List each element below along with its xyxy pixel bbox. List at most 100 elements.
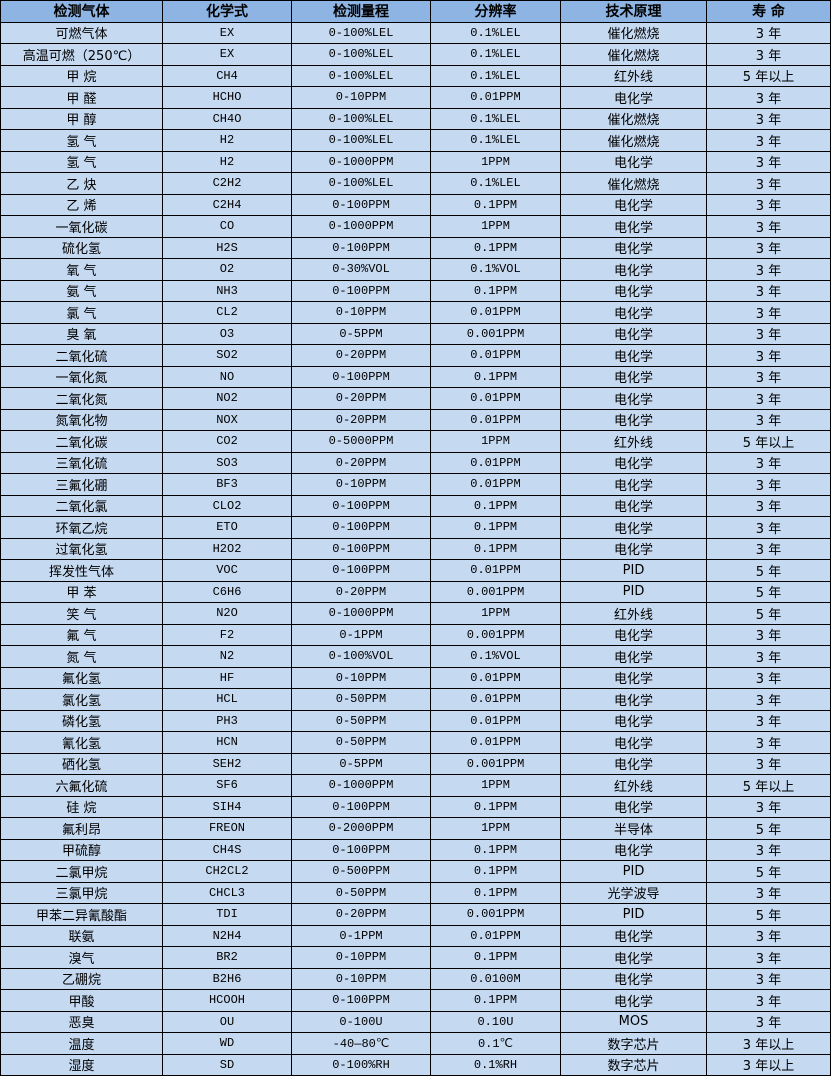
table-row: 温度 WD -40—80℃ 0.1℃ 数字芯片 3 年以上 (0, 1032, 831, 1055)
cell-gas-name: 温度 (0, 1032, 163, 1055)
cell-principle: 电化学 (560, 688, 707, 711)
cell-gas-name: 氢 气 (0, 150, 163, 173)
cell-range: 0-100PPM (291, 795, 431, 818)
cell-range: 0-1000PPM (291, 774, 431, 797)
cell-lifetime: 3 年 (706, 451, 831, 474)
table-row: 二氧化氯 CLO2 0-100PPM 0.1PPM 电化学 3 年 (0, 494, 831, 517)
cell-range: 0-1000PPM (291, 602, 431, 625)
cell-range: 0-50PPM (291, 709, 431, 732)
cell-principle: 电化学 (560, 645, 707, 668)
table-row: 氯化氢 HCL 0-50PPM 0.01PPM 电化学 3 年 (0, 688, 831, 711)
cell-formula: CO2 (162, 430, 292, 453)
cell-lifetime: 3 年 (706, 322, 831, 345)
cell-gas-name: 硒化氢 (0, 752, 163, 775)
cell-lifetime: 3 年 (706, 43, 831, 66)
table-row: 甲 烷 CH4 0-100%LEL 0.1%LEL 红外线 5 年以上 (0, 64, 831, 87)
cell-formula: PH3 (162, 709, 292, 732)
cell-range: 0-100PPM (291, 559, 431, 582)
cell-resolution: 0.01PPM (430, 473, 561, 496)
cell-range: 0-5000PPM (291, 430, 431, 453)
cell-gas-name: 二氧化硫 (0, 344, 163, 367)
cell-formula: CLO2 (162, 494, 292, 517)
cell-lifetime: 5 年 (706, 860, 831, 883)
cell-lifetime: 3 年 (706, 881, 831, 904)
cell-range: 0-20PPM (291, 451, 431, 474)
cell-gas-name: 恶臭 (0, 1010, 163, 1033)
cell-gas-name: 高温可燃（250℃） (0, 43, 163, 66)
cell-principle: MOS (560, 1010, 707, 1033)
table-row: 氟利昂 FREON 0-2000PPM 1PPM 半导体 5 年 (0, 817, 831, 840)
cell-gas-name: 乙硼烷 (0, 967, 163, 990)
cell-gas-name: 溴气 (0, 946, 163, 969)
cell-gas-name: 甲苯二异氰酸酯 (0, 903, 163, 926)
table-row: 二氯甲烷 CH2CL2 0-500PPM 0.1PPM PID 5 年 (0, 860, 831, 883)
table-row: 甲 醇 CH4O 0-100%LEL 0.1%LEL 催化燃烧 3 年 (0, 107, 831, 130)
cell-lifetime: 5 年 (706, 580, 831, 603)
cell-principle: 催化燃烧 (560, 21, 707, 44)
cell-principle: 电化学 (560, 709, 707, 732)
table-row: 氧 气 O2 0-30%VOL 0.1%VOL 电化学 3 年 (0, 258, 831, 281)
cell-gas-name: 一氧化氮 (0, 365, 163, 388)
cell-gas-name: 联氨 (0, 924, 163, 947)
cell-principle: 电化学 (560, 408, 707, 431)
cell-range: 0-100%LEL (291, 43, 431, 66)
cell-range: 0-10PPM (291, 946, 431, 969)
cell-gas-name: 乙 烯 (0, 193, 163, 216)
table-row: 湿度 SD 0-100%RH 0.1%RH 数字芯片 3 年以上 (0, 1053, 831, 1076)
table-row: 乙硼烷 B2H6 0-10PPM 0.0100M 电化学 3 年 (0, 967, 831, 990)
cell-formula: VOC (162, 559, 292, 582)
cell-principle: 电化学 (560, 989, 707, 1012)
cell-resolution: 0.1℃ (430, 1032, 561, 1055)
table-row: 乙 炔 C2H2 0-100%LEL 0.1%LEL 催化燃烧 3 年 (0, 172, 831, 195)
cell-principle: 电化学 (560, 623, 707, 646)
cell-principle: 电化学 (560, 193, 707, 216)
column-header-gas-name: 检测气体 (0, 0, 163, 23)
cell-lifetime: 3 年 (706, 344, 831, 367)
table-row: 甲 醛 HCHO 0-10PPM 0.01PPM 电化学 3 年 (0, 86, 831, 109)
cell-formula: HCL (162, 688, 292, 711)
cell-range: 0-1000PPM (291, 150, 431, 173)
cell-gas-name: 甲 苯 (0, 580, 163, 603)
cell-formula: N2H4 (162, 924, 292, 947)
cell-formula: FREON (162, 817, 292, 840)
cell-range: 0-10PPM (291, 86, 431, 109)
cell-formula: EX (162, 43, 292, 66)
cell-lifetime: 5 年以上 (706, 430, 831, 453)
cell-lifetime: 3 年 (706, 924, 831, 947)
cell-principle: 红外线 (560, 602, 707, 625)
cell-resolution: 1PPM (430, 150, 561, 173)
cell-formula: CL2 (162, 301, 292, 324)
cell-gas-name: 挥发性气体 (0, 559, 163, 582)
cell-range: 0-100%LEL (291, 107, 431, 130)
cell-range: 0-100PPM (291, 516, 431, 539)
cell-formula: HCHO (162, 86, 292, 109)
table-row: 六氟化硫 SF6 0-1000PPM 1PPM 红外线 5 年以上 (0, 774, 831, 797)
cell-gas-name: 氟利昂 (0, 817, 163, 840)
table-row: 一氧化氮 NO 0-100PPM 0.1PPM 电化学 3 年 (0, 365, 831, 388)
cell-principle: 数字芯片 (560, 1032, 707, 1055)
cell-range: 0-20PPM (291, 580, 431, 603)
cell-range: 0-100%RH (291, 1053, 431, 1076)
cell-lifetime: 3 年 (706, 731, 831, 754)
cell-resolution: 0.0100M (430, 967, 561, 990)
cell-principle: 催化燃烧 (560, 172, 707, 195)
cell-lifetime: 3 年 (706, 236, 831, 259)
cell-principle: 催化燃烧 (560, 107, 707, 130)
cell-principle: 电化学 (560, 258, 707, 281)
cell-lifetime: 3 年 (706, 107, 831, 130)
cell-resolution: 1PPM (430, 817, 561, 840)
cell-resolution: 0.01PPM (430, 731, 561, 754)
cell-resolution: 0.01PPM (430, 709, 561, 732)
cell-formula: N2O (162, 602, 292, 625)
cell-formula: CH2CL2 (162, 860, 292, 883)
cell-formula: NOX (162, 408, 292, 431)
cell-formula: ETO (162, 516, 292, 539)
cell-principle: 电化学 (560, 967, 707, 990)
cell-lifetime: 3 年 (706, 752, 831, 775)
cell-principle: 电化学 (560, 795, 707, 818)
cell-principle: PID (560, 559, 707, 582)
cell-lifetime: 3 年 (706, 795, 831, 818)
column-header-formula: 化学式 (162, 0, 292, 23)
cell-lifetime: 3 年 (706, 172, 831, 195)
